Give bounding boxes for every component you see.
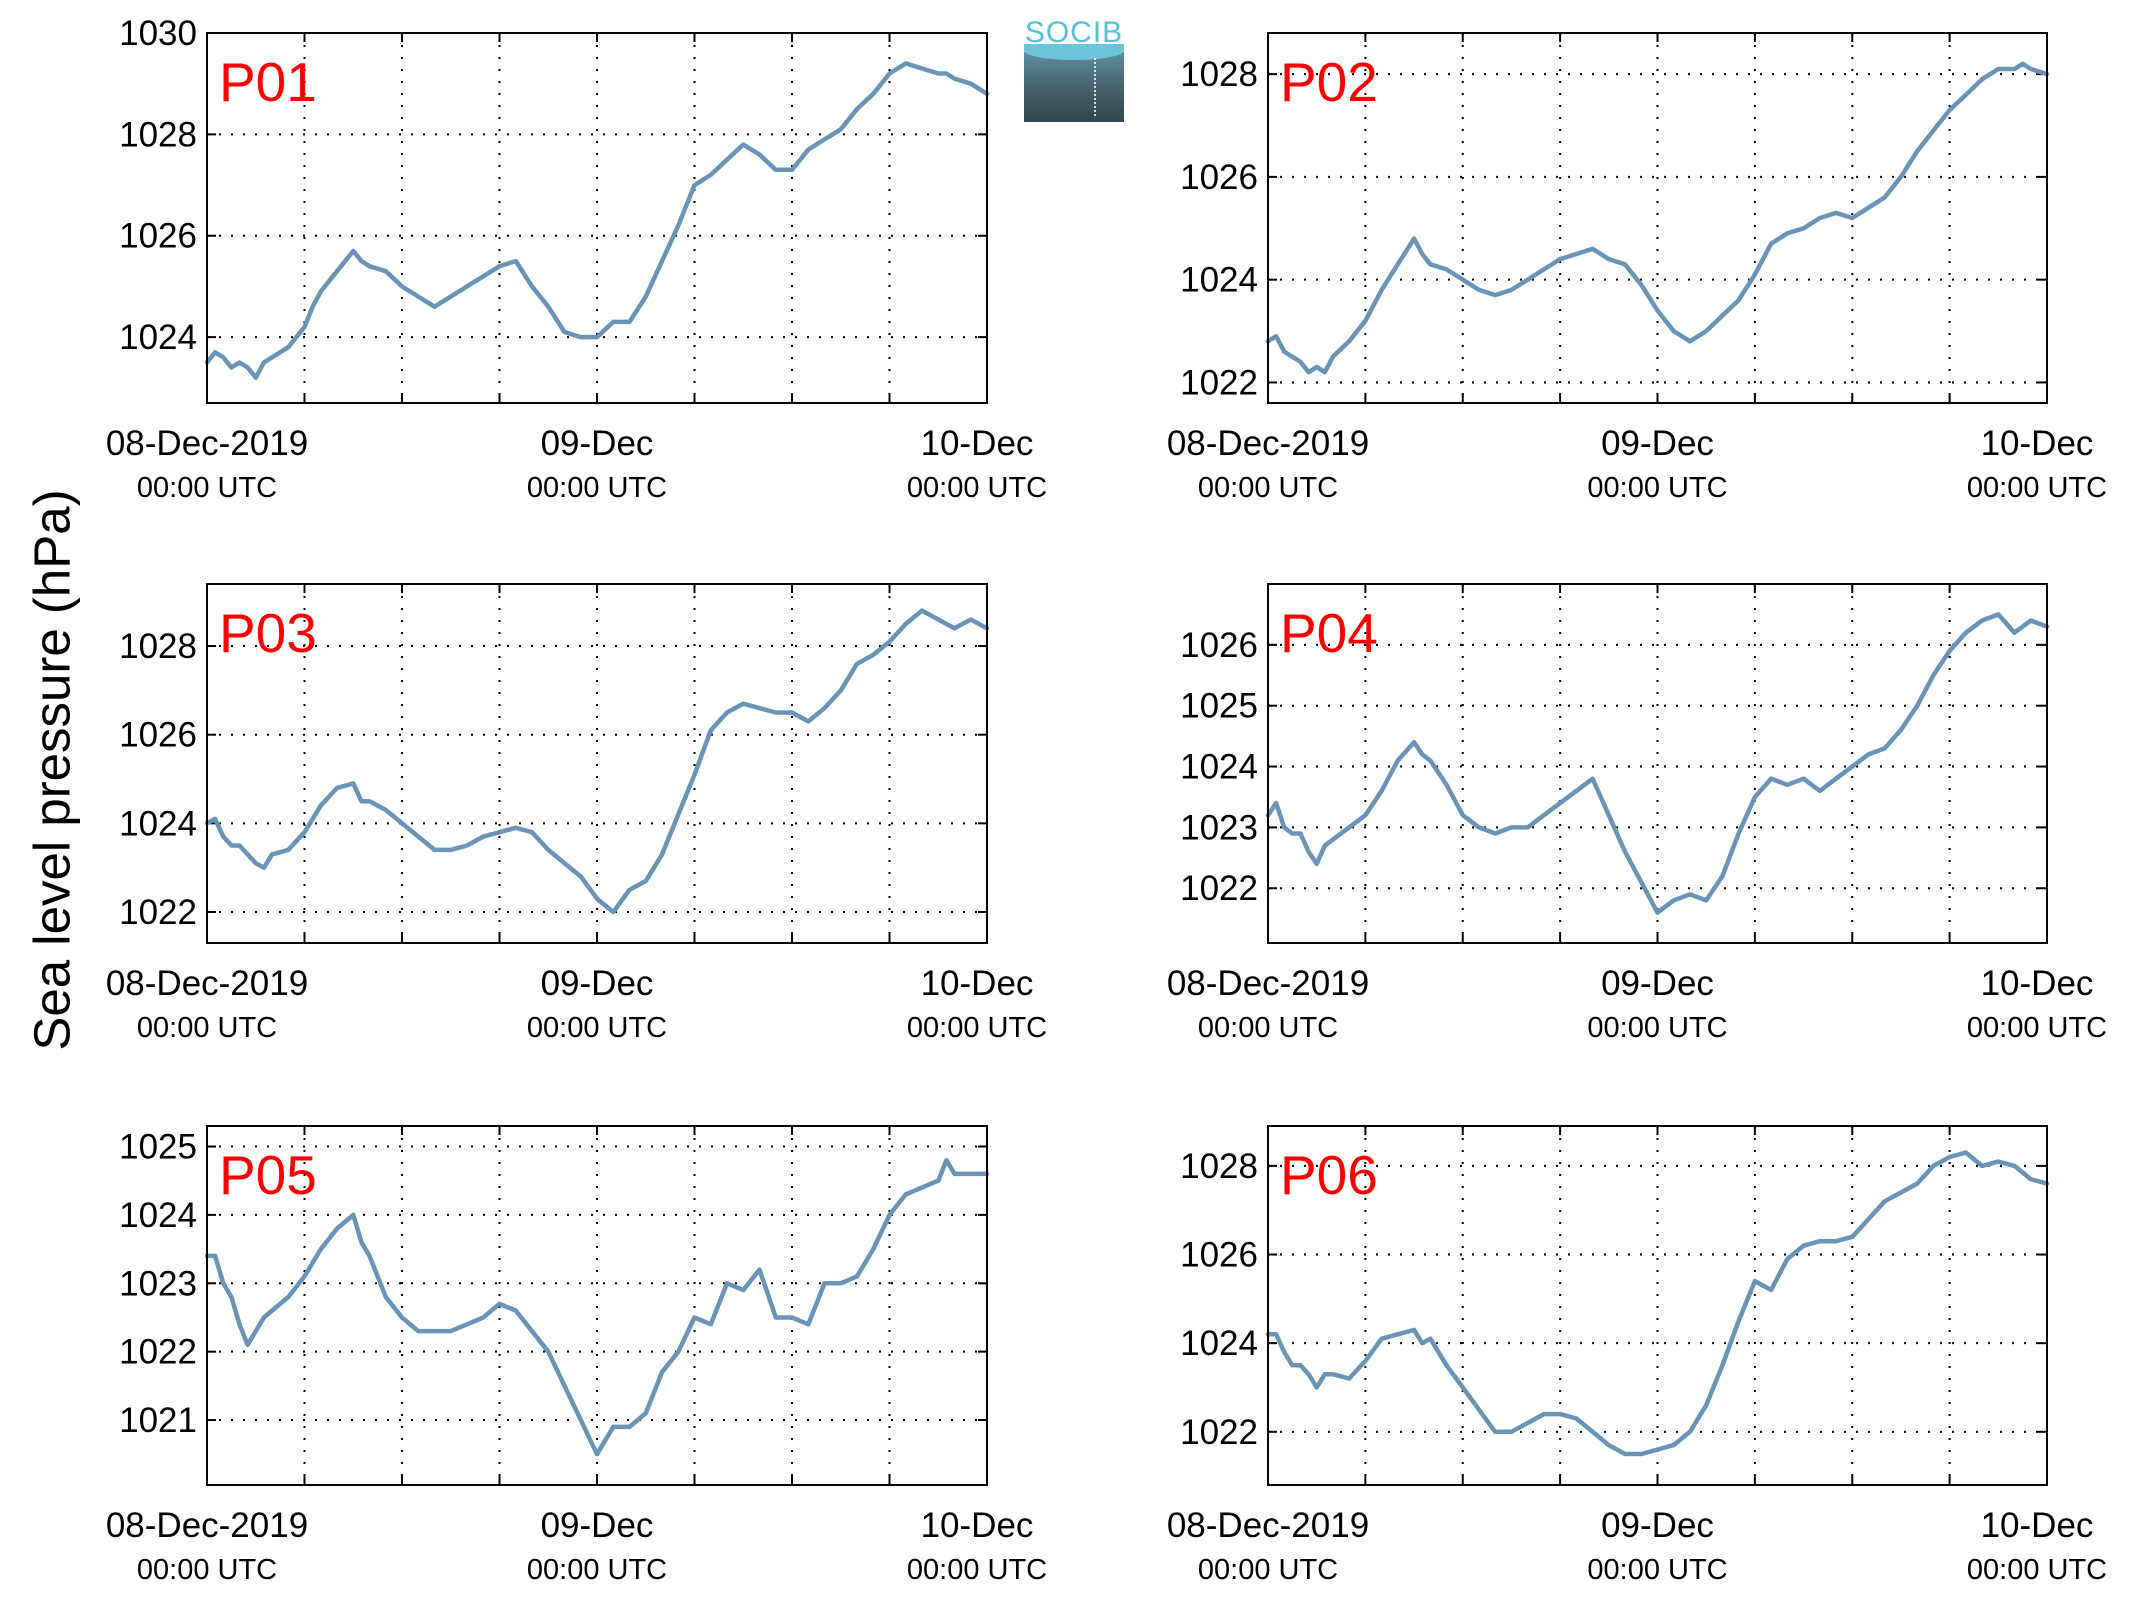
x-tick-sublabel: 00:00 UTC [1967,472,2107,504]
x-tick-sublabel: 00:00 UTC [527,1012,667,1044]
panel-label: P04 [1280,602,1378,664]
series-line [1265,1150,2050,1457]
x-tick-label: 08-Dec-2019 [106,1506,308,1545]
logo-text: SOCIB [1024,16,1124,49]
y-tick-label: 1024 [1180,261,1258,300]
x-tick-sublabel: 00:00 UTC [1967,1554,2107,1586]
y-tick-label: 1028 [119,627,197,666]
x-tick-sublabel: 00:00 UTC [1198,1012,1338,1044]
y-tick-label: 1022 [119,893,197,932]
series-line [204,61,990,380]
series-line [204,608,990,915]
x-tick-sublabel: 00:00 UTC [137,472,277,504]
y-tick-label: 1028 [1180,1147,1258,1186]
panel-p06: 1022 1024 1026 1028 P06 08-Dec-2019 00:00 UTC 0… [1167,1125,2107,1586]
y-tick-label: 1024 [119,318,197,357]
y-tick-label: 1024 [119,804,197,843]
y-tick-label: 1022 [1180,1413,1258,1452]
axes-frame [1267,32,2048,404]
socib-logo: SOCIB [1024,16,1124,122]
y-tick-label: 1026 [1180,626,1258,665]
panel-label: P03 [219,602,317,664]
x-tick-label: 09-Dec [541,964,654,1003]
x-tick-label: 08-Dec-2019 [1167,424,1369,463]
x-tick-sublabel: 00:00 UTC [527,1554,667,1586]
panel-p01: 1024 1026 1028 1030 P01 08-Dec-2019 00:00 UTC 0… [106,14,1047,504]
x-tick-sublabel: 00:00 UTC [137,1012,277,1044]
y-tick-label: 1024 [1180,1324,1258,1363]
x-tick-label: 09-Dec [1601,424,1714,463]
x-tick-label: 08-Dec-2019 [106,424,308,463]
x-tick-label: 10-Dec [1981,964,2094,1003]
x-tick-label: 08-Dec-2019 [106,964,308,1003]
x-tick-sublabel: 00:00 UTC [1967,1012,2107,1044]
y-tick-label: 1026 [1180,1236,1258,1275]
series-line [1265,61,2050,375]
y-tick-label: 1028 [119,115,197,154]
y-tick-label: 1024 [1180,748,1258,787]
panel-label: P02 [1280,51,1378,113]
y-tick-label: 1025 [119,1128,197,1167]
y-tick-label: 1023 [1180,808,1258,847]
axes-frame [206,1125,988,1486]
x-tick-label: 09-Dec [1601,1506,1714,1545]
panel-label: P05 [219,1144,317,1206]
x-tick-sublabel: 00:00 UTC [527,472,667,504]
y-axis-label: Sea level pressure (hPa) [23,489,81,1051]
x-tick-label: 10-Dec [1981,424,2094,463]
y-tick-label: 1026 [119,217,197,256]
x-tick-label: 09-Dec [1601,964,1714,1003]
logo-wave [1024,44,1124,60]
y-tick-label: 1021 [119,1401,197,1440]
y-tick-label: 1022 [119,1333,197,1372]
x-tick-sublabel: 00:00 UTC [1587,472,1727,504]
panel-p03: 1022 1024 1026 1028 P03 08-Dec-2019 00:00 UTC 0… [106,583,1047,1044]
x-tick-sublabel: 00:00 UTC [907,1012,1047,1044]
x-tick-sublabel: 00:00 UTC [907,1554,1047,1586]
x-tick-label: 10-Dec [1981,1506,2094,1545]
logo-line [1094,58,1096,116]
axes-frame [1267,1125,2048,1486]
panel-label: P06 [1280,1144,1378,1206]
x-tick-label: 10-Dec [921,1506,1034,1545]
y-tick-label: 1026 [1180,158,1258,197]
y-tick-label: 1022 [1180,363,1258,402]
y-tick-label: 1026 [119,716,197,755]
series-line [204,1157,990,1457]
series-line [1265,612,2050,915]
x-tick-label: 10-Dec [921,964,1034,1003]
panel-p02: 1022 1024 1026 1028 P02 08-Dec-2019 00:00 UTC 0… [1167,32,2107,504]
x-tick-label: 08-Dec-2019 [1167,964,1369,1003]
y-tick-label: 1022 [1180,869,1258,908]
y-tick-label: 1025 [1180,687,1258,726]
x-tick-label: 08-Dec-2019 [1167,1506,1369,1545]
x-tick-label: 09-Dec [541,1506,654,1545]
axes-frame [1267,583,2048,944]
panel-p05: 1021 1022 1023 1024 1025 P05 08-Dec-2019 00:00 … [106,1125,1047,1586]
y-tick-label: 1024 [119,1196,197,1235]
panel-p04: 1022 1023 1024 1025 1026 P04 08-Dec-2019 00:00 … [1167,583,2107,1044]
y-tick-label: 1030 [119,14,197,53]
x-tick-sublabel: 00:00 UTC [1587,1012,1727,1044]
logo-box [1024,52,1124,122]
y-tick-label: 1028 [1180,55,1258,94]
x-tick-sublabel: 00:00 UTC [1198,472,1338,504]
y-tick-label: 1023 [119,1264,197,1303]
x-tick-sublabel: 00:00 UTC [1587,1554,1727,1586]
x-tick-sublabel: 00:00 UTC [907,472,1047,504]
axes-frame [206,32,988,404]
x-tick-sublabel: 00:00 UTC [137,1554,277,1586]
x-tick-sublabel: 00:00 UTC [1198,1554,1338,1586]
x-tick-label: 10-Dec [921,424,1034,463]
x-tick-label: 09-Dec [541,424,654,463]
axes-frame [206,583,988,944]
panel-label: P01 [219,51,317,113]
